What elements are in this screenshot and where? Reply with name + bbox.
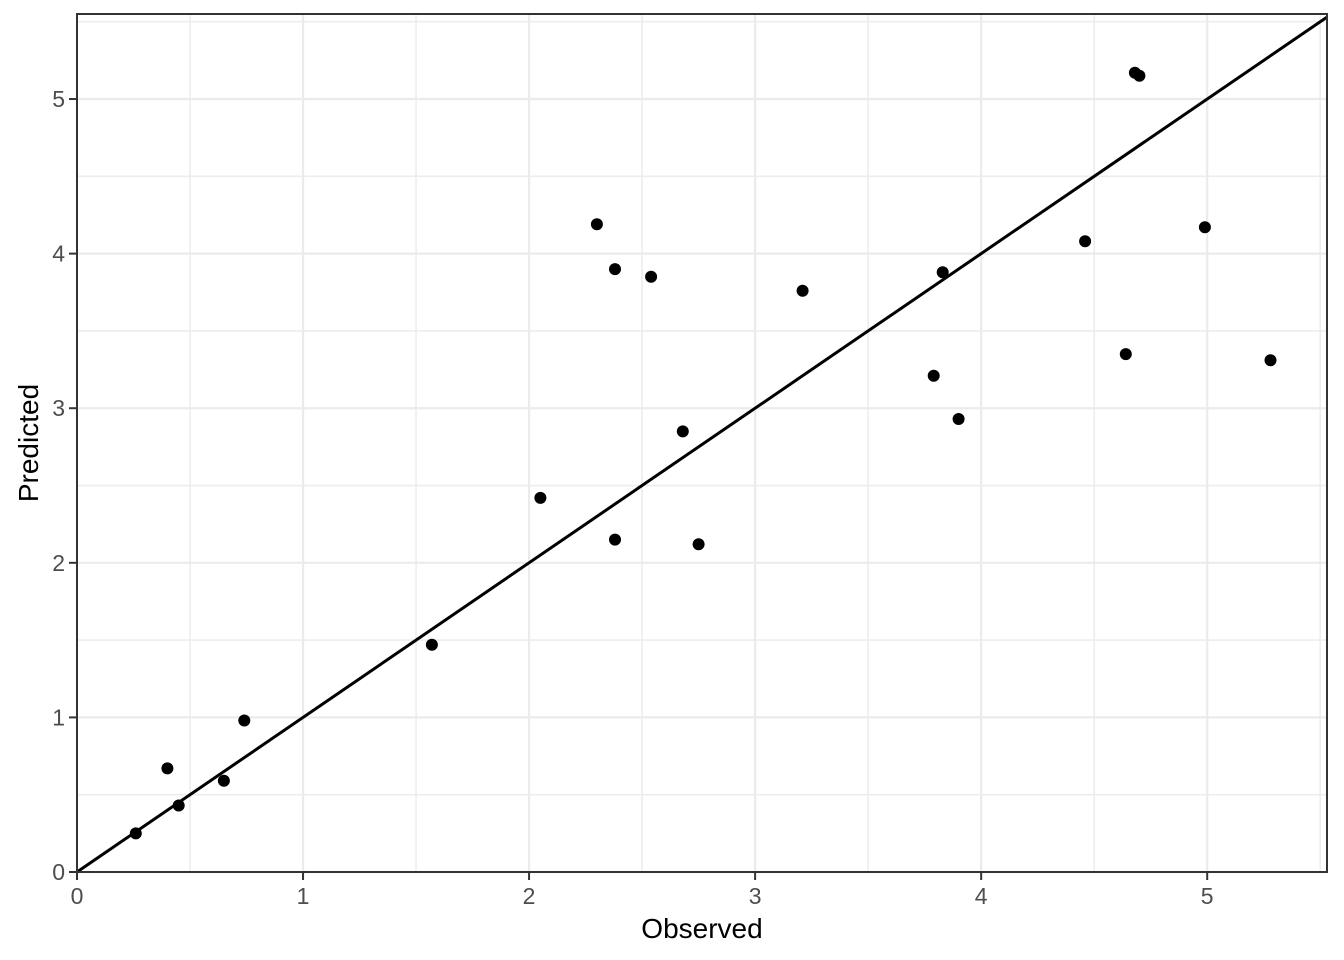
scatter-point: [952, 413, 965, 425]
x-axis-tick-labels: 0 1 2 3 4 5: [71, 883, 1214, 909]
y-axis-tick-marks: [69, 98, 76, 873]
scatter-point: [692, 538, 705, 551]
scatter-point: [129, 827, 142, 840]
scatter-point: [590, 218, 603, 231]
y-tick-label: 1: [52, 704, 65, 730]
scatter-points: [129, 66, 1277, 840]
x-axis-tick-marks: [76, 873, 1209, 880]
y-axis-tick-labels: 0 1 2 3 4 5: [52, 86, 65, 885]
scatter-point: [609, 263, 621, 276]
y-tick-label: 2: [52, 550, 65, 576]
x-tick-label: 2: [523, 883, 536, 909]
y-tick-label: 4: [52, 241, 65, 267]
scatter-point: [645, 270, 658, 283]
scatter-point: [927, 369, 940, 382]
scatter-point: [609, 533, 621, 546]
scatter-point: [796, 284, 809, 297]
scatter-point: [1264, 354, 1277, 367]
scatter-point: [425, 638, 438, 651]
y-tick-label: 0: [52, 859, 65, 885]
scatter-point: [161, 762, 174, 775]
scatter-point: [676, 425, 689, 438]
y-tick-label: 3: [52, 395, 65, 421]
scatter-point: [1198, 221, 1211, 234]
y-axis-title: Predicted: [13, 384, 44, 502]
x-axis-title: Observed: [641, 913, 762, 944]
scatter-point: [936, 266, 949, 279]
scatter-point: [1119, 348, 1132, 361]
minor-gridlines: [77, 14, 1327, 872]
scatter-point: [217, 774, 230, 787]
scatter-point: [238, 714, 251, 727]
x-tick-label: 0: [71, 883, 84, 909]
x-tick-label: 3: [749, 883, 762, 909]
panel-border: [76, 13, 1328, 873]
scatter-point: [1133, 69, 1146, 82]
y-tick-label: 5: [52, 86, 65, 112]
x-tick-label: 4: [975, 883, 988, 909]
scatter-point: [172, 799, 185, 812]
identity-line: [76, 15, 1328, 874]
x-tick-label: 1: [297, 883, 310, 909]
x-tick-label: 5: [1201, 883, 1214, 909]
scatter-point: [534, 491, 547, 504]
scatter-point: [1079, 235, 1092, 248]
